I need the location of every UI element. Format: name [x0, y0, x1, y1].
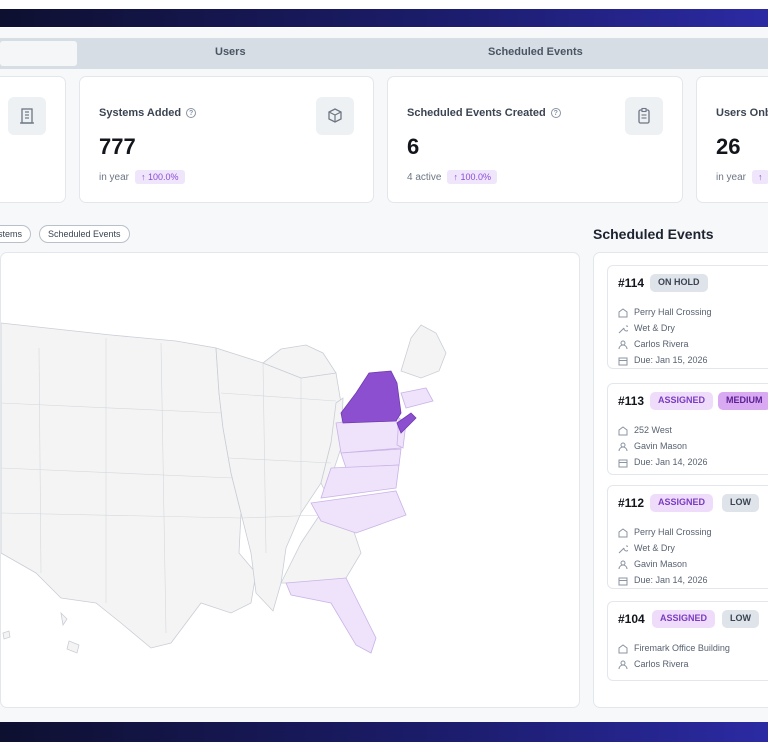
status-badge: ON HOLD	[650, 274, 708, 292]
event-card-104[interactable]: #104 ASSIGNED LOW Firemark Office Buildi…	[607, 601, 768, 681]
status-badge: ASSIGNED	[650, 494, 714, 512]
wrench-icon	[618, 325, 628, 334]
event-id: #112	[618, 496, 645, 510]
clipboard-icon	[638, 107, 650, 124]
event-card-112[interactable]: #112 ASSIGNED LOW Perry Hall Crossing We…	[607, 485, 768, 589]
delta-badge: ↑	[752, 170, 768, 184]
state-connecticut	[396, 412, 417, 434]
us-map-panel	[0, 252, 580, 708]
events-title: Scheduled Events	[593, 226, 714, 242]
us-map	[1, 322, 447, 654]
user-icon	[618, 560, 628, 570]
building-icon	[20, 108, 34, 124]
state-massachusetts	[400, 387, 434, 409]
calendar-icon	[618, 357, 628, 366]
stat-value: 26	[716, 134, 741, 159]
stat-sub: in year ↑ 100.0%	[99, 170, 185, 184]
state-florida	[285, 577, 377, 654]
stat-card-scheduled-events: Scheduled Events Created? 6 4 active ↑ 10…	[387, 76, 683, 203]
priority-badge: LOW	[722, 494, 759, 512]
top-banner	[0, 0, 768, 28]
state-new-york	[340, 370, 402, 424]
new-england-north	[400, 324, 447, 379]
tab-overview[interactable]	[0, 41, 77, 66]
filter-chip-systems[interactable]: stems	[0, 225, 32, 243]
event-card-113[interactable]: #113 ASSIGNED MEDIUM 252 West Gavin Maso…	[607, 383, 768, 475]
building-icon	[618, 644, 628, 654]
stat-value: 777	[99, 134, 136, 159]
event-id: #104	[618, 612, 645, 626]
cube-icon	[328, 108, 342, 123]
delta-badge: ↑ 100.0%	[135, 170, 185, 184]
events-list: #114 ON HOLD Perry Hall Crossing Wet & D…	[593, 252, 768, 708]
stat-title: Systems Added?	[99, 107, 197, 119]
user-icon	[618, 442, 628, 452]
stat-title: Users Onb	[716, 107, 768, 119]
state-virginia	[320, 464, 400, 499]
help-icon[interactable]: ?	[550, 108, 561, 118]
status-badge: ASSIGNED	[650, 392, 714, 410]
stat-card-partial	[0, 76, 66, 203]
calendar-icon	[618, 577, 628, 586]
bottom-banner	[0, 722, 768, 750]
stat-sub: in year ↑	[716, 170, 768, 184]
event-card-114[interactable]: #114 ON HOLD Perry Hall Crossing Wet & D…	[607, 265, 768, 369]
status-badge: ASSIGNED	[652, 610, 716, 628]
priority-badge: MEDIUM	[718, 392, 768, 410]
top-gradient-bar	[0, 9, 768, 27]
stat-value: 6	[407, 134, 420, 159]
stat-title: Scheduled Events Created?	[407, 107, 561, 119]
cube-icon-box	[316, 97, 354, 135]
tab-bar: Users Scheduled Events	[0, 38, 768, 69]
delta-badge: ↑ 100.0%	[447, 170, 497, 184]
stat-card-systems-added: Systems Added? 777 in year ↑ 100.0%	[79, 76, 374, 203]
bottom-gradient-bar	[0, 722, 768, 742]
tab-scheduled-events[interactable]: Scheduled Events	[488, 46, 583, 58]
event-id: #113	[618, 394, 645, 408]
building-icon	[618, 426, 628, 436]
help-icon[interactable]: ?	[186, 108, 197, 118]
wrench-icon	[618, 545, 628, 554]
stat-card-users-onboarded: Users Onb 26 in year ↑	[696, 76, 768, 203]
calendar-icon	[618, 459, 628, 468]
building-icon-box	[8, 97, 46, 135]
state-north-carolina	[310, 490, 407, 534]
building-icon	[618, 308, 628, 318]
clipboard-icon-box	[625, 97, 663, 135]
event-id: #114	[618, 276, 645, 290]
stat-sub: 4 active ↑ 100.0%	[407, 170, 497, 184]
user-icon	[618, 660, 628, 670]
tab-users[interactable]: Users	[215, 46, 246, 58]
filter-chip-scheduled-events[interactable]: Scheduled Events	[39, 225, 130, 243]
user-icon	[618, 340, 628, 350]
building-icon	[618, 528, 628, 538]
priority-badge: LOW	[722, 610, 759, 628]
